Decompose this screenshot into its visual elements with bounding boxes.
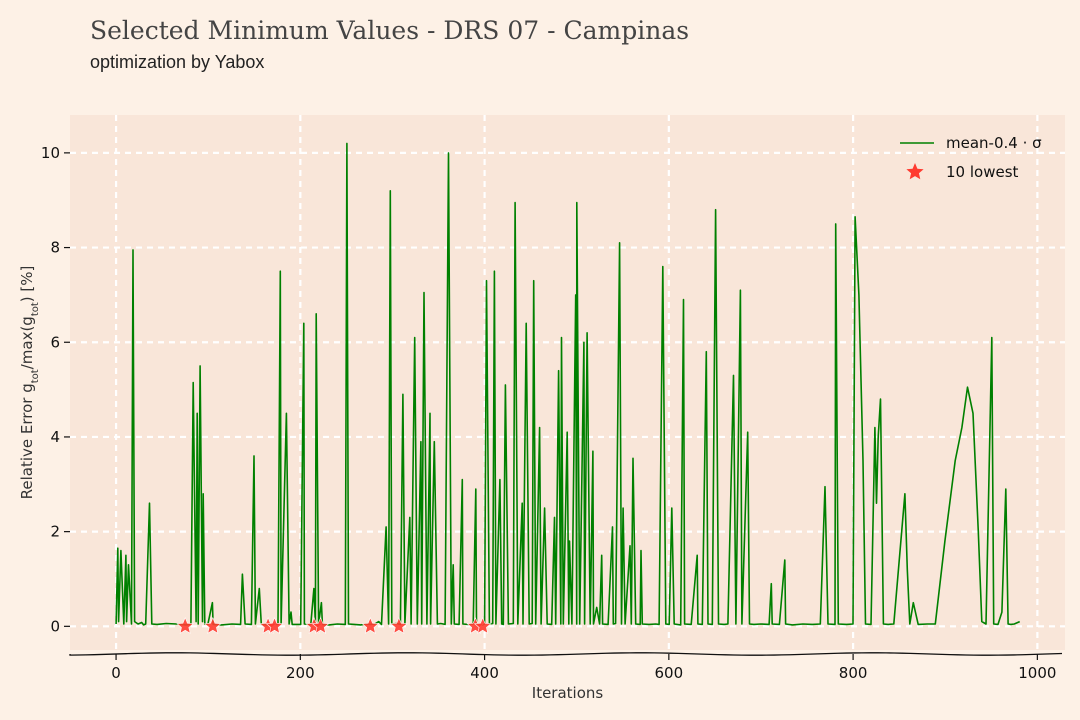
x-tick-label: 400 [470, 664, 499, 682]
x-tick-label: 200 [286, 664, 315, 682]
y-tick-label: 2 [50, 523, 60, 541]
lowest-point-marker [361, 617, 380, 634]
legend-label-lowest: 10 lowest [946, 163, 1019, 181]
legend: mean-0.4 · σ 10 lowest [900, 134, 1042, 181]
ticks: 0 200 400 600 800 1000 0 2 4 6 8 10 [41, 144, 1057, 682]
y-axis-label: Relative Error gtot/max(gtot) [%] [18, 266, 41, 500]
legend-star-swatch [906, 163, 924, 180]
legend-label-mean: mean-0.4 · σ [946, 134, 1042, 152]
lowest-point-marker [265, 617, 284, 634]
lowest-point-marker [390, 617, 408, 634]
grid [70, 115, 1065, 650]
y-tick-label: 10 [41, 144, 60, 162]
lowest-point-marker [473, 617, 492, 634]
x-tick-label: 600 [655, 664, 684, 682]
lowest-point-marker [311, 617, 330, 634]
y-tick-label: 0 [50, 617, 60, 635]
x-axis-line [69, 652, 1063, 656]
plot-area [70, 115, 1065, 650]
lowest-point-marker [203, 617, 222, 634]
chart-title: Selected Minimum Values - DRS 07 - Campi… [90, 16, 690, 45]
y-tick-label: 6 [50, 333, 60, 351]
marker-layer [176, 617, 492, 634]
x-axis-label: Iterations [532, 684, 604, 702]
y-tick-label: 4 [50, 428, 60, 446]
x-tick-label: 800 [839, 664, 868, 682]
lowest-point-marker [176, 617, 194, 634]
y-tick-label: 8 [50, 239, 60, 257]
chart-subtitle: optimization by Yabox [90, 52, 265, 72]
x-tick-label: 1000 [1018, 664, 1056, 682]
x-tick-label: 0 [111, 664, 121, 682]
